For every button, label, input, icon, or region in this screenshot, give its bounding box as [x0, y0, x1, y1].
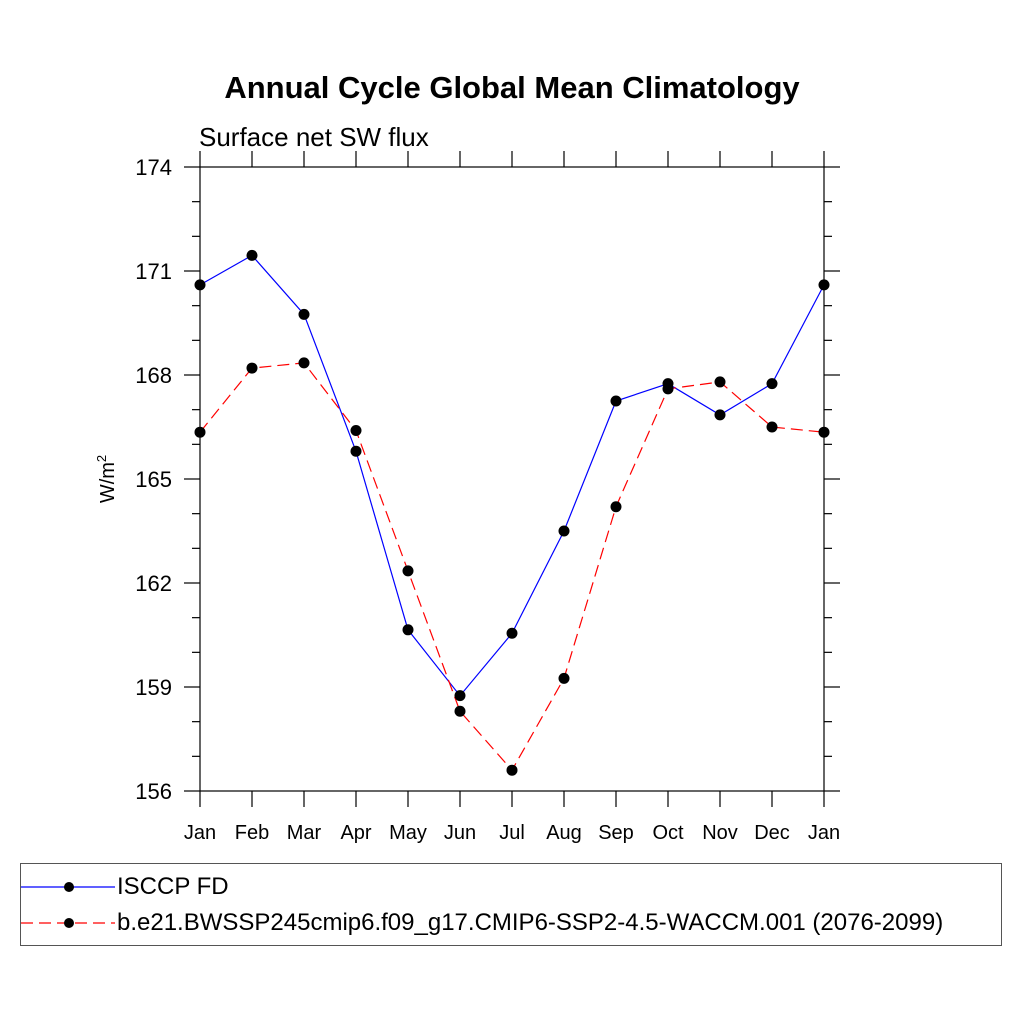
tick-marks [184, 151, 840, 807]
y-tick-label: 174 [135, 155, 172, 180]
x-tick-label: Jan [808, 822, 840, 844]
series-0-point [454, 690, 466, 702]
x-tick-label: Aug [546, 822, 582, 844]
x-tick-labels: Jan Feb Mar Apr May Jun Jul Aug Sep Oct Nov Dec Jan [184, 822, 840, 844]
x-tick-label: Feb [235, 822, 269, 844]
series-layer [194, 249, 830, 776]
series-0-point [818, 279, 830, 291]
x-tick-label: Dec [754, 822, 790, 844]
y-tick-labels: 156 159 162 165 168 171 174 [135, 155, 172, 804]
legend-swatch-solid [21, 882, 115, 892]
series-0-point [194, 279, 206, 291]
series-0-point [506, 627, 518, 639]
series-1-point [558, 672, 570, 684]
legend-label-model: b.e21.BWSSP245cmip6.f09_g17.CMIP6-SSP2-4… [117, 909, 944, 936]
x-tick-label: Apr [340, 822, 371, 844]
y-axis-label: W/m2 [94, 455, 119, 503]
series-1-point [766, 421, 778, 433]
y-tick-label: 156 [135, 779, 172, 804]
y-axis-label-unit: W/m [97, 462, 119, 503]
x-tick-label: Nov [702, 822, 738, 844]
series-1-point [402, 565, 414, 577]
series-0-point [766, 378, 778, 390]
series-0-point [610, 395, 622, 407]
series-1-point [506, 764, 518, 776]
y-tick-label: 165 [135, 467, 172, 492]
y-tick-label: 168 [135, 363, 172, 388]
y-axis-label-superscript: 2 [94, 455, 109, 462]
series-1-point [662, 383, 674, 395]
series-0-point [350, 445, 362, 457]
legend-item-model: b.e21.BWSSP245cmip6.f09_g17.CMIP6-SSP2-4… [21, 908, 1001, 938]
x-tick-label: Jun [444, 822, 476, 844]
legend-item-isccp: ISCCP FD [21, 872, 1001, 902]
x-tick-label: Jan [184, 822, 216, 844]
chart-title: Annual Cycle Global Mean Climatology [224, 70, 800, 105]
plot-frame [199, 166, 825, 792]
series-1-point [246, 362, 258, 374]
x-tick-label: Oct [652, 822, 684, 844]
series-1-point [298, 357, 310, 369]
series-1-point [610, 501, 622, 513]
y-tick-label: 171 [135, 259, 172, 284]
chart-subtitle: Surface net SW flux [199, 122, 429, 152]
series-1-point [454, 705, 466, 717]
series-0-point [402, 624, 414, 636]
legend-label-isccp: ISCCP FD [117, 873, 229, 900]
legend: ISCCP FD b.e21.BWSSP245cmip6.f09_g17.CMI… [20, 863, 1002, 946]
y-tick-label: 159 [135, 675, 172, 700]
series-1-point [350, 424, 362, 436]
series-1-point [194, 426, 206, 438]
x-tick-label: May [389, 822, 427, 844]
series-0-point [714, 409, 726, 421]
series-0-point [558, 525, 570, 537]
series-0-point [246, 249, 258, 261]
y-tick-label: 162 [135, 571, 172, 596]
series-0-point [298, 308, 310, 320]
x-tick-label: Sep [598, 822, 634, 844]
line-chart: 156 159 162 165 168 171 174 Jan Feb Mar Apr May Jun… [94, 151, 840, 844]
x-tick-label: Mar [287, 822, 322, 844]
x-tick-label: Jul [499, 822, 525, 844]
series-line-1 [199, 362, 825, 772]
legend-swatch-dashed [21, 918, 115, 928]
series-1-point [714, 376, 726, 388]
series-1-point [818, 426, 830, 438]
